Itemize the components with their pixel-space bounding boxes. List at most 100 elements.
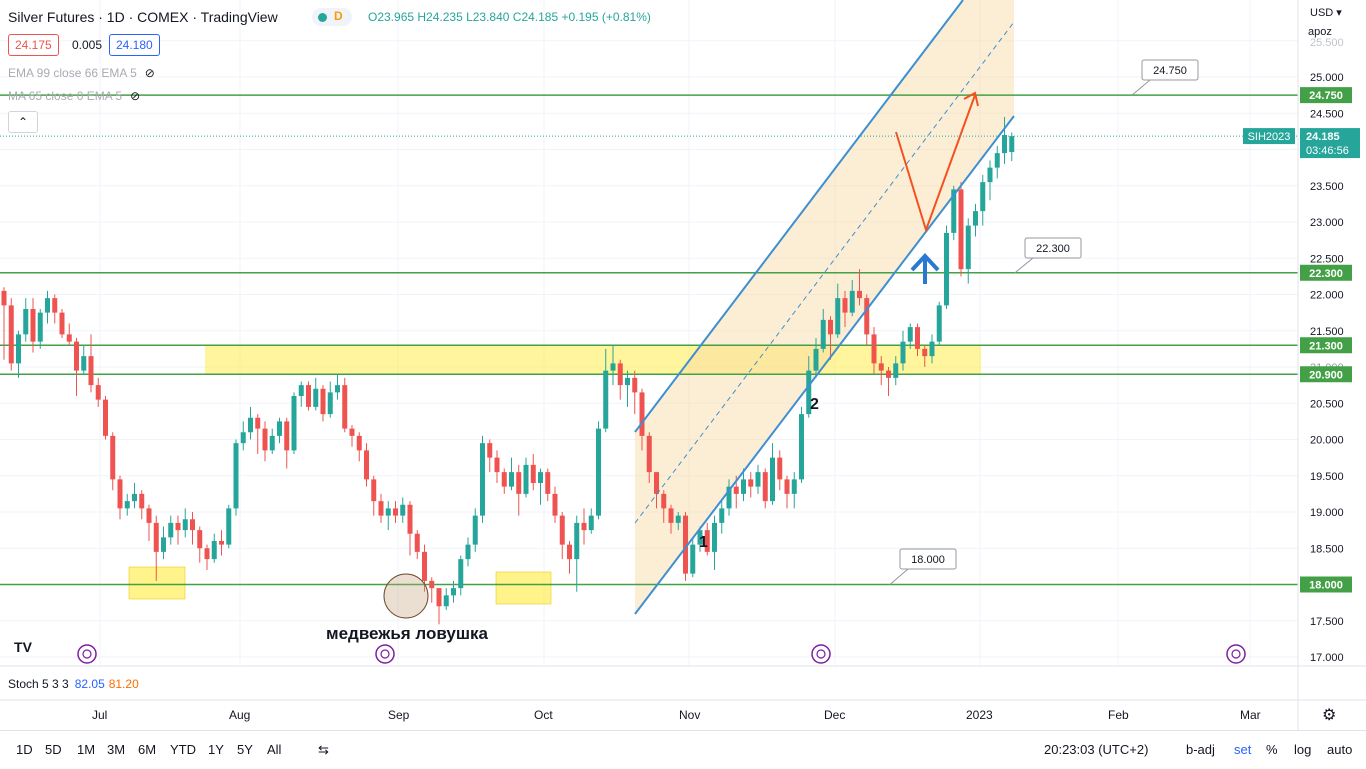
range-button-3m[interactable]: 3M — [107, 742, 126, 757]
toggle-b-adj[interactable]: b-adj — [1186, 742, 1215, 757]
stoch-k-value: 82.05 — [74, 677, 105, 691]
candle-body — [37, 312, 43, 342]
candle-body — [124, 501, 130, 509]
sell-button[interactable]: 24.175 — [8, 34, 59, 56]
candle-body — [81, 356, 87, 371]
price-tick-label: 22.000 — [1310, 290, 1344, 302]
candle-body — [320, 388, 326, 415]
buy-button[interactable]: 24.180 — [109, 34, 160, 56]
callout-pointer — [1131, 79, 1151, 96]
dividend-icon — [1226, 644, 1246, 664]
toggle-set[interactable]: set — [1234, 742, 1252, 757]
candle-body — [878, 363, 884, 371]
candle-body — [88, 356, 94, 386]
candle-body — [255, 417, 261, 429]
candle-body — [617, 363, 623, 386]
candle-body — [545, 472, 551, 494]
candle-body — [30, 309, 36, 342]
candle-body — [501, 472, 507, 487]
candle-body — [472, 515, 478, 545]
candle-body — [211, 541, 217, 560]
stoch-legend[interactable]: Stoch 5 3 3 82.05 81.20 — [8, 677, 139, 691]
gear-icon[interactable]: ⚙ — [1322, 707, 1337, 724]
candle-body — [596, 428, 601, 516]
collapse-legend-button[interactable]: ⌃ — [8, 111, 38, 133]
range-button-5d[interactable]: 5D — [45, 742, 62, 757]
up-arrow-icon — [910, 253, 940, 272]
support-zone-jul — [128, 566, 186, 600]
clock-time[interactable]: 20:23:03 (UTC+2) — [1044, 742, 1149, 757]
forecast-path — [895, 94, 976, 234]
indicator-ema[interactable]: EMA 99 close 66 EMA 5 ⊘ — [8, 66, 155, 80]
candle-body — [443, 595, 449, 607]
toggle-log[interactable]: log — [1294, 742, 1312, 757]
price-tick-label: 18.500 — [1310, 543, 1344, 555]
candle-body — [661, 493, 667, 509]
candle-body — [204, 548, 210, 560]
symbol-title[interactable]: Silver Futures · 1D · COMEX · TradingVie… — [8, 9, 278, 25]
range-button-6m[interactable]: 6M — [138, 742, 157, 757]
eye-off-icon[interactable]: ⊘ — [144, 66, 155, 80]
callout-label: 24.750 — [1153, 65, 1187, 77]
dividend-icon-inner — [816, 649, 826, 659]
candle-body — [407, 504, 413, 534]
candle-body — [393, 508, 398, 516]
price-tick-label: 19.500 — [1310, 471, 1344, 483]
candle-body — [538, 472, 543, 483]
range-button-1m[interactable]: 1M — [77, 742, 96, 757]
market-status-toggle[interactable]: D — [312, 8, 352, 26]
candle-body — [748, 479, 754, 487]
candle-body — [480, 443, 485, 516]
range-button-all[interactable]: All — [267, 742, 282, 757]
month-label: Feb — [1108, 708, 1129, 722]
candle-body — [349, 428, 355, 436]
candle-body — [451, 588, 456, 596]
date-range-icon[interactable]: ⇆ — [318, 742, 329, 757]
callout-box — [1024, 237, 1082, 259]
candle-body — [23, 309, 29, 335]
range-button-ytd[interactable]: YTD — [170, 742, 196, 757]
candle-body — [842, 298, 848, 313]
delay-badge: D — [334, 9, 343, 23]
candle-body — [697, 530, 703, 545]
candle-body — [1, 290, 7, 306]
candle-body — [8, 305, 14, 364]
level-price-tag — [1300, 576, 1352, 593]
candle-body — [784, 479, 790, 494]
candle-body — [168, 522, 174, 538]
month-label: Aug — [229, 708, 251, 722]
candle-body — [936, 305, 942, 342]
toggle-auto[interactable]: auto — [1327, 742, 1353, 757]
candle-body — [262, 428, 268, 451]
candle-body — [110, 435, 116, 480]
bear-trap-label: медвежья ловушка — [326, 624, 489, 643]
candle-body — [588, 515, 594, 531]
indicator-ma[interactable]: MA 65 close 0 EMA 5 ⊘ — [8, 89, 140, 103]
eye-off-icon[interactable]: ⊘ — [130, 89, 141, 103]
price-tick-label: 25.000 — [1310, 72, 1344, 84]
range-button-1d[interactable]: 1D — [16, 742, 33, 757]
spread-value: 0.005 — [72, 38, 103, 52]
candle-body — [66, 334, 72, 342]
candle-body — [226, 508, 232, 545]
range-button-1y[interactable]: 1Y — [208, 742, 224, 757]
candle-body — [52, 298, 58, 313]
tradingview-logo[interactable]: TV — [14, 639, 32, 655]
price-tick-label: 23.000 — [1310, 217, 1344, 229]
month-label: Dec — [824, 708, 846, 722]
range-button-5y[interactable]: 5Y — [237, 742, 253, 757]
candle-body — [719, 508, 725, 523]
candle-body — [284, 421, 290, 451]
candle-body — [733, 486, 739, 494]
axis-mode-label[interactable]: apoz — [1308, 26, 1332, 38]
toggle-percent[interactable]: % — [1266, 742, 1278, 757]
candle-body — [704, 530, 710, 552]
candle-body — [835, 298, 841, 335]
candle-body — [646, 435, 652, 473]
dividend-icon-inner — [82, 649, 92, 659]
callout-pointer — [889, 568, 909, 585]
candle-body — [726, 486, 732, 509]
currency-selector[interactable]: USD ▾ — [1310, 7, 1342, 19]
candle-body — [929, 341, 935, 357]
